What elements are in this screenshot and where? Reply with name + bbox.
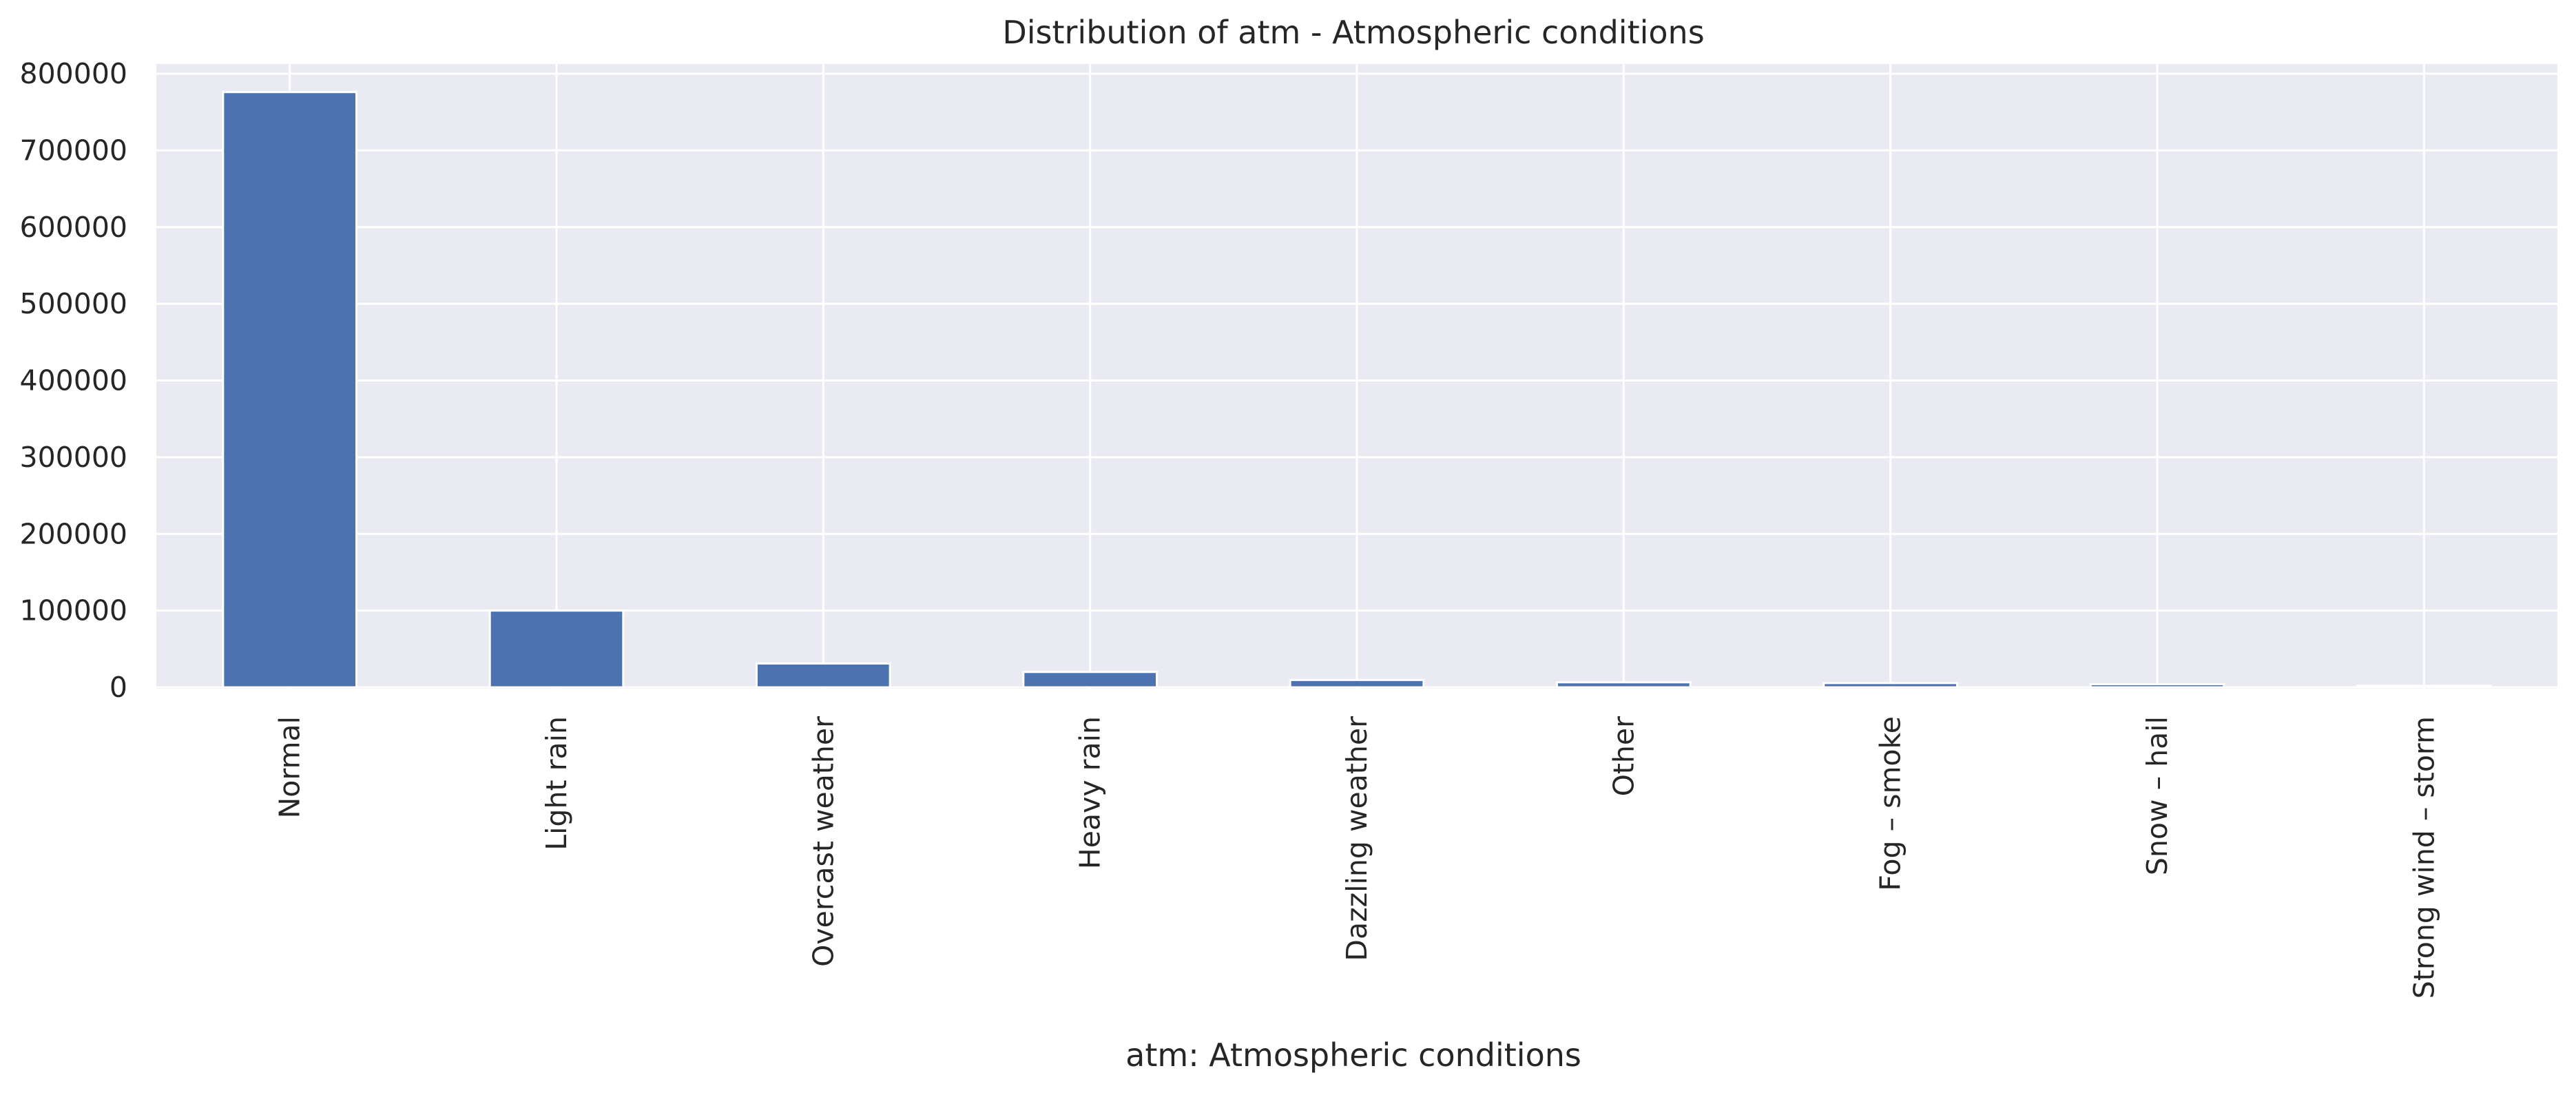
y-tick-label: 600000 [19, 211, 127, 244]
x-tick-label: Snow – hail [2141, 716, 2174, 875]
bar [2356, 685, 2492, 689]
y-tick-label: 400000 [19, 364, 127, 397]
x-tick-label: Fog – smoke [1874, 716, 1907, 891]
x-axis-ticks: Normal Light rain Overcast weather Heavy ra… [273, 716, 2441, 999]
bar [756, 662, 891, 689]
bar [488, 609, 625, 689]
bar [1022, 671, 1159, 689]
bar [2089, 683, 2225, 689]
y-tick-label: 700000 [19, 134, 127, 167]
bar [222, 91, 358, 689]
bar [1822, 682, 1958, 689]
y-tick-label: 100000 [19, 594, 127, 627]
x-tick-label: Strong wind – storm [2407, 716, 2440, 999]
bar [1289, 678, 1425, 689]
bar [1556, 681, 1692, 689]
x-tick-label: Other [1607, 716, 1640, 797]
x-tick-label: Heavy rain [1074, 716, 1107, 869]
x-axis-label: atm: Atmospheric conditions [1125, 1036, 1581, 1074]
x-tick-label: Overcast weather [807, 716, 840, 967]
y-tick-label: 800000 [19, 57, 127, 90]
x-tick-label: Normal [273, 716, 307, 818]
x-tick-label: Light rain [540, 716, 573, 851]
y-tick-label: 500000 [19, 287, 127, 320]
bars [222, 91, 2492, 689]
y-axis-ticks: 0 100000 200000 300000 400000 500000 600000 700… [19, 57, 127, 704]
y-tick-label: 200000 [19, 517, 127, 550]
chart-title: Distribution of atm - Atmospheric condit… [1002, 14, 1704, 51]
y-tick-label: 0 [110, 671, 127, 704]
y-tick-label: 300000 [19, 441, 127, 474]
x-tick-label: Dazzling weather [1340, 716, 1373, 961]
